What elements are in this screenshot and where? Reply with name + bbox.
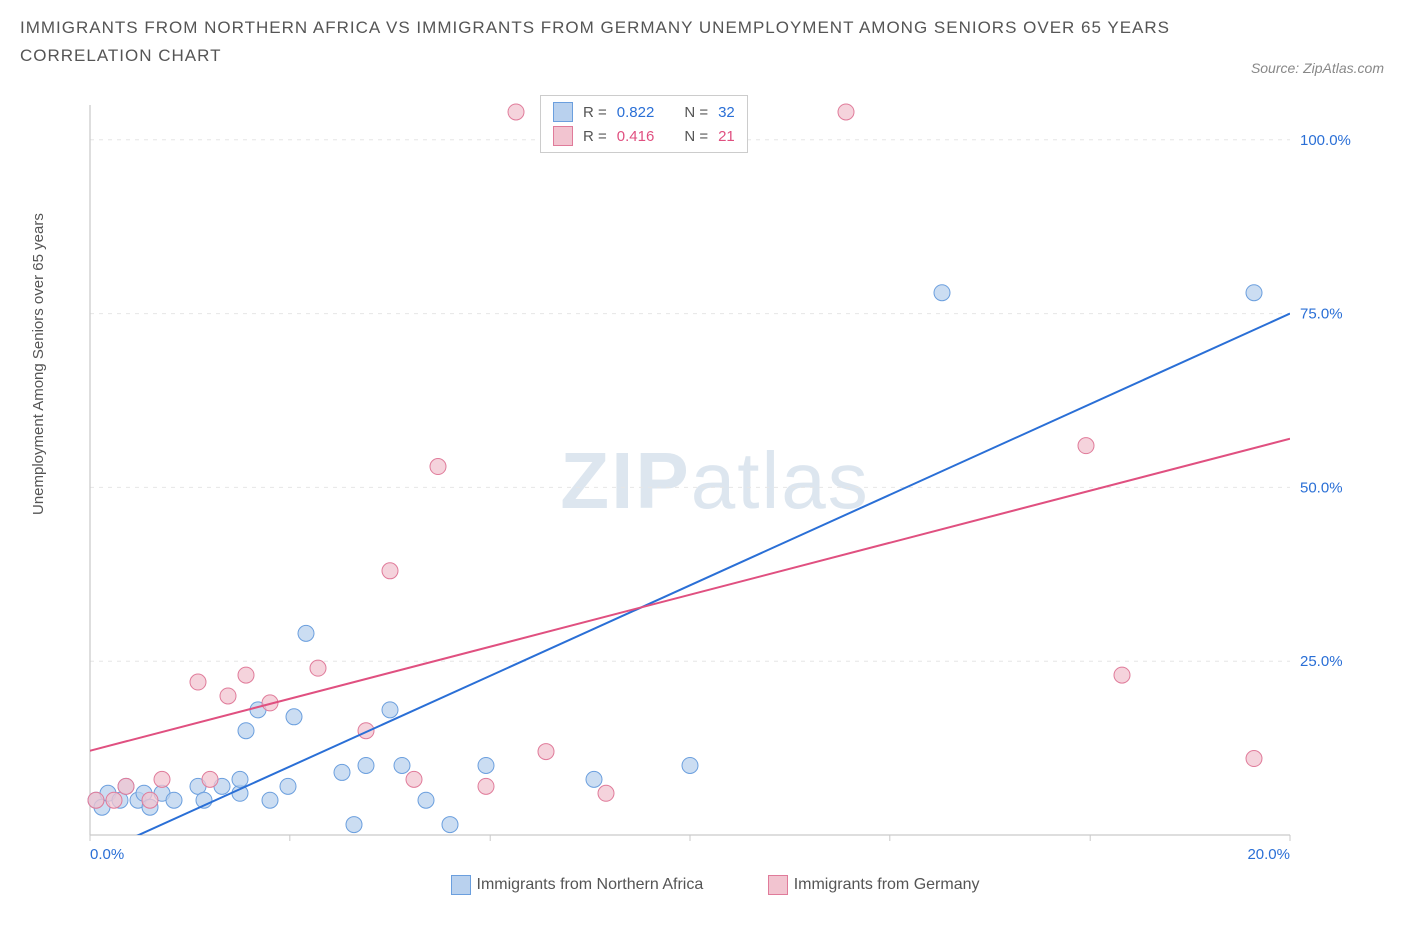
svg-text:20.0%: 20.0%	[1247, 846, 1290, 863]
svg-text:0.0%: 0.0%	[90, 846, 124, 863]
series-legend: Immigrants from Northern Africa Immigran…	[50, 875, 1380, 900]
r-label: R =	[583, 104, 607, 121]
title-area: IMMIGRANTS FROM NORTHERN AFRICA VS IMMIG…	[0, 0, 1406, 66]
n-label: N =	[684, 128, 708, 145]
stats-swatch-1	[553, 126, 573, 146]
chart-container: Unemployment Among Seniors over 65 years…	[50, 95, 1380, 900]
svg-text:75.0%: 75.0%	[1300, 306, 1343, 323]
legend-swatch-1	[768, 875, 788, 895]
scatter-plot: 25.0% 50.0% 75.0% 100.0% 0.0% 20.0%	[80, 95, 1360, 875]
y-axis-label: Unemployment Among Seniors over 65 years	[30, 213, 47, 515]
stats-swatch-0	[553, 102, 573, 122]
r-label: R =	[583, 128, 607, 145]
svg-text:25.0%: 25.0%	[1300, 653, 1343, 670]
legend-swatch-0	[451, 875, 471, 895]
chart-title-1: IMMIGRANTS FROM NORTHERN AFRICA VS IMMIG…	[20, 18, 1386, 38]
stats-row-1: R = 0.416 N = 21	[553, 124, 735, 148]
stats-legend: R = 0.822 N = 32 R = 0.416 N = 21	[540, 95, 748, 153]
svg-text:50.0%: 50.0%	[1300, 479, 1343, 496]
svg-text:100.0%: 100.0%	[1300, 132, 1351, 149]
n-value-1: 21	[718, 128, 735, 145]
legend-item-0: Immigrants from Northern Africa	[451, 875, 704, 895]
r-value-1: 0.416	[617, 128, 655, 145]
chart-title-2: CORRELATION CHART	[20, 46, 1386, 66]
n-value-0: 32	[718, 104, 735, 121]
stats-row-0: R = 0.822 N = 32	[553, 100, 735, 124]
legend-item-1: Immigrants from Germany	[768, 875, 980, 895]
source-label: Source: ZipAtlas.com	[1251, 60, 1384, 76]
legend-label-1: Immigrants from Germany	[794, 876, 980, 894]
n-label: N =	[684, 104, 708, 121]
r-value-0: 0.822	[617, 104, 655, 121]
legend-label-0: Immigrants from Northern Africa	[477, 876, 704, 894]
